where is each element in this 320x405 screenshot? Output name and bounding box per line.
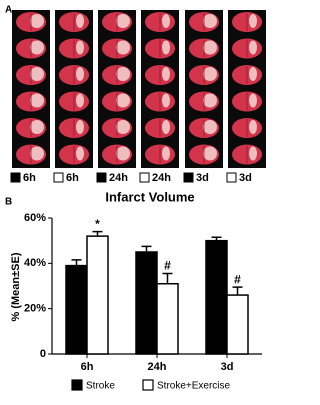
infarct <box>203 120 217 134</box>
x-tick-label: 6h <box>81 361 94 373</box>
infarct <box>116 40 130 55</box>
infarct <box>116 146 130 161</box>
infarct <box>30 120 44 134</box>
slice-strip <box>12 10 50 168</box>
y-tick-label: 40% <box>24 257 46 269</box>
x-tick-label: 24h <box>148 361 167 373</box>
infarct <box>249 93 257 108</box>
infarct <box>116 14 130 28</box>
slice-strip <box>141 10 179 168</box>
column-label: 3d <box>196 172 209 184</box>
legend-swatch <box>142 379 154 391</box>
error-bar <box>141 245 152 252</box>
legend-label: Stroke+Exercise <box>157 381 231 392</box>
bar <box>65 264 88 355</box>
slice-strip <box>98 10 136 168</box>
legend-swatch <box>226 172 237 183</box>
y-tick-label: 60% <box>24 212 46 224</box>
infarct <box>30 14 44 28</box>
error-bar <box>162 272 173 284</box>
infarct <box>249 40 257 55</box>
infarct <box>76 14 84 28</box>
slice-strip <box>185 10 223 168</box>
column-label: 6h <box>66 172 79 184</box>
column-label: 24h <box>152 172 171 184</box>
infarct <box>30 40 44 55</box>
infarct <box>116 67 130 81</box>
infarct <box>203 146 217 161</box>
legend-swatch <box>10 172 21 183</box>
slice-strip <box>228 10 266 168</box>
bar <box>156 282 179 355</box>
infarct <box>203 67 217 81</box>
legend-swatch <box>71 379 83 391</box>
significance-marker: * <box>95 217 100 231</box>
infarct <box>30 67 44 81</box>
y-tick-label: 0 <box>40 348 46 360</box>
error-bar <box>232 286 243 296</box>
infarct <box>30 93 44 108</box>
bar <box>86 235 109 355</box>
error-bar <box>92 230 103 237</box>
y-tick-label: 20% <box>24 303 46 315</box>
panel-label: A <box>5 5 12 16</box>
column-label: 3d <box>239 172 252 184</box>
infarct <box>203 93 217 108</box>
infarct <box>203 14 217 28</box>
infarct <box>249 67 257 81</box>
infarct <box>162 67 170 81</box>
significance-marker: # <box>234 272 241 286</box>
panel-label: B <box>5 197 12 208</box>
legend-swatch <box>53 172 64 183</box>
infarct <box>162 120 170 134</box>
column-label: 6h <box>23 172 36 184</box>
infarct <box>249 14 257 28</box>
infarct <box>203 40 217 55</box>
significance-marker: # <box>164 259 171 273</box>
figure: A B Infarct Volume % (Mean±SE) 6h 6h 24h 24… <box>5 5 266 392</box>
legend-swatch <box>96 172 107 183</box>
legend-swatch <box>139 172 150 183</box>
infarct <box>116 93 130 108</box>
infarct <box>30 146 44 161</box>
column-label: 24h <box>109 172 128 184</box>
infarct <box>76 93 84 108</box>
infarct <box>162 146 170 161</box>
legend-label: Stroke <box>86 381 115 392</box>
infarct <box>76 67 84 81</box>
bar <box>135 251 158 355</box>
error-bar <box>71 259 82 266</box>
infarct <box>76 40 84 55</box>
bar <box>226 294 249 355</box>
chart-title: Infarct Volume <box>105 189 194 204</box>
infarct <box>249 120 257 134</box>
infarct <box>76 146 84 161</box>
bar <box>205 239 228 355</box>
legend-swatch <box>183 172 194 183</box>
error-bar <box>211 236 222 241</box>
infarct <box>162 40 170 55</box>
infarct <box>116 120 130 134</box>
infarct <box>76 120 84 134</box>
slice-strip <box>55 10 93 168</box>
infarct <box>162 93 170 108</box>
infarct <box>249 146 257 161</box>
y-axis-label: % (Mean±SE) <box>10 252 22 321</box>
infarct <box>162 14 170 28</box>
x-tick-label: 3d <box>221 361 234 373</box>
